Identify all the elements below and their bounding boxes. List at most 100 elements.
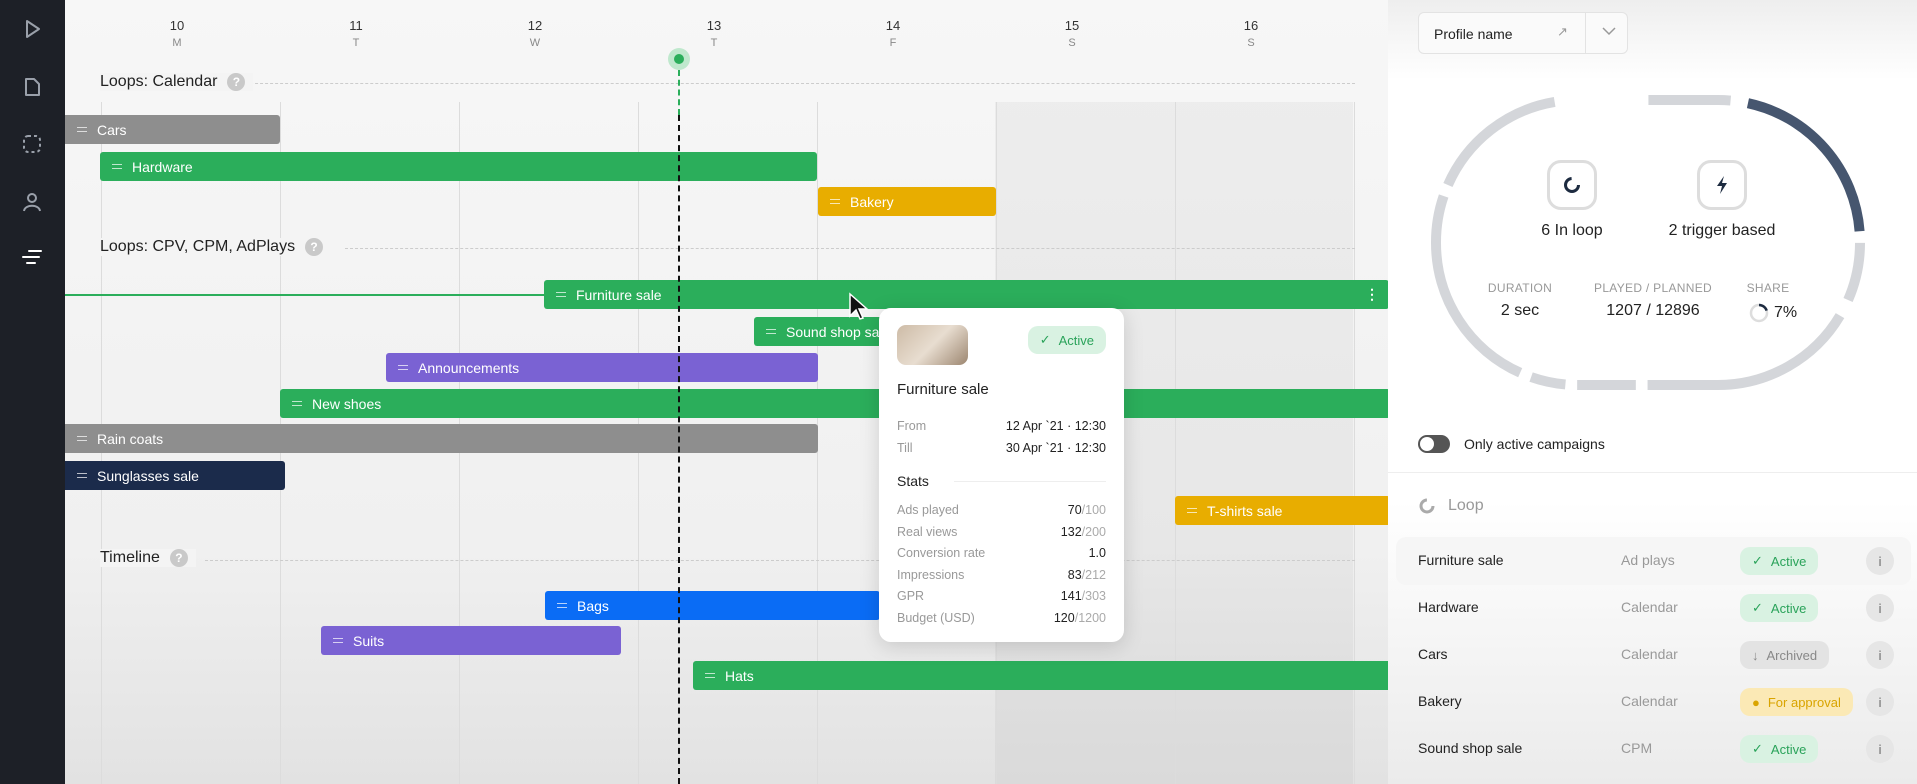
now-marker[interactable] bbox=[668, 48, 690, 70]
document-icon[interactable] bbox=[18, 73, 46, 101]
bar-label: Bags bbox=[577, 597, 609, 614]
stat-current: 120 bbox=[1053, 610, 1075, 625]
stat-value: 70/100 bbox=[1068, 503, 1106, 517]
status-text: Active bbox=[1770, 553, 1807, 569]
stat-current: 1.0 bbox=[1088, 546, 1106, 560]
help-icon[interactable]: ? bbox=[305, 238, 324, 256]
bar-label: Sunglasses sale bbox=[97, 467, 199, 484]
played-label: PLAYED / PLANNED bbox=[1594, 281, 1712, 295]
stat-total: /303 bbox=[1081, 589, 1106, 603]
drag-handle-icon[interactable] bbox=[830, 199, 840, 204]
status-text: Active bbox=[1770, 741, 1807, 757]
campaign-bar[interactable]: Bakery bbox=[818, 187, 996, 216]
drag-handle-icon[interactable] bbox=[77, 473, 87, 478]
right-panel: Profile name ↗ 6 In loop 2 trigger based… bbox=[1388, 0, 1917, 784]
stats-divider bbox=[954, 481, 1106, 482]
from-label: From bbox=[897, 419, 927, 433]
bar-menu-icon[interactable]: ⋮ bbox=[1365, 286, 1379, 302]
campaign-row[interactable]: Furniture sale Ad plays ✓ Active i bbox=[1396, 537, 1911, 585]
campaign-name: Bakery bbox=[1418, 693, 1462, 709]
ring-segment bbox=[1431, 95, 1865, 390]
status-badge: ↓ Archived bbox=[1740, 641, 1830, 669]
campaign-bar[interactable]: Suits bbox=[321, 626, 621, 655]
campaign-tooltip: ✓ Active Furniture sale From 12 Apr `21 ·… bbox=[879, 308, 1124, 642]
status-badge: ✓ Active bbox=[1740, 594, 1819, 622]
campaign-bar[interactable]: Hardware bbox=[100, 152, 817, 181]
info-button[interactable]: i bbox=[1866, 641, 1894, 669]
status-badge: ● For approval bbox=[1740, 688, 1853, 716]
stat-total: /1200 bbox=[1074, 610, 1106, 625]
campaign-bar[interactable]: Furniture sale bbox=[544, 280, 1388, 309]
info-button[interactable]: i bbox=[1866, 735, 1894, 763]
tooltip-title: Furniture sale bbox=[897, 381, 989, 398]
status-badge: ✓ Active bbox=[1740, 547, 1819, 575]
section-divider bbox=[205, 560, 1355, 561]
drag-handle-icon[interactable] bbox=[112, 164, 122, 169]
campaign-name: Hardware bbox=[1418, 599, 1479, 615]
stat-label: Ads played bbox=[897, 503, 959, 517]
bar-label: Hats bbox=[725, 667, 754, 684]
profile-select[interactable]: Profile name ↗ bbox=[1418, 12, 1628, 54]
timeline-icon[interactable] bbox=[18, 243, 46, 271]
stat-value: 132/200 bbox=[1061, 525, 1106, 539]
dashed-square-icon[interactable] bbox=[18, 130, 46, 158]
drag-handle-icon[interactable] bbox=[556, 292, 566, 297]
info-button[interactable]: i bbox=[1866, 547, 1894, 575]
section-title: Loops: CPV, CPM, AdPlays bbox=[100, 238, 296, 255]
section-divider bbox=[345, 248, 1355, 249]
campaign-bar[interactable]: New shoes bbox=[280, 389, 1388, 418]
campaign-bar[interactable]: T-shirts sale bbox=[1175, 496, 1388, 525]
campaign-row[interactable]: Hardware Calendar ✓ Active i bbox=[1396, 584, 1911, 632]
loop-icon bbox=[1419, 498, 1435, 514]
user-icon[interactable] bbox=[18, 188, 46, 216]
stat-label: Real views bbox=[897, 524, 958, 539]
day-number: 13 bbox=[706, 18, 722, 33]
from-value: 12 Apr `21 · 12:30 bbox=[1005, 419, 1106, 433]
only-active-toggle[interactable] bbox=[1418, 435, 1450, 453]
campaign-bar[interactable]: Announcements bbox=[386, 353, 818, 382]
bar-label: Bakery bbox=[850, 193, 894, 210]
day-number: 10 bbox=[169, 18, 185, 33]
share: 7% bbox=[1748, 302, 1797, 324]
drag-handle-icon[interactable] bbox=[766, 329, 776, 334]
section-title: Loops: Calendar bbox=[100, 73, 218, 90]
campaign-row[interactable]: Cars Calendar ↓ Archived i bbox=[1396, 631, 1911, 679]
drag-handle-icon[interactable] bbox=[333, 638, 343, 643]
help-icon[interactable]: ? bbox=[169, 549, 188, 567]
info-button[interactable]: i bbox=[1866, 688, 1894, 716]
check-icon: ✓ bbox=[1752, 553, 1763, 568]
drag-handle-icon[interactable] bbox=[77, 436, 87, 441]
share-value: 7% bbox=[1774, 304, 1798, 321]
drag-handle-icon[interactable] bbox=[77, 127, 87, 132]
campaign-bar[interactable]: Hats bbox=[693, 661, 1388, 690]
drag-handle-icon[interactable] bbox=[1187, 508, 1197, 513]
stat-current: 141 bbox=[1060, 589, 1082, 603]
campaign-bar[interactable]: Bags bbox=[545, 591, 880, 620]
external-link-icon[interactable]: ↗ bbox=[1557, 24, 1568, 39]
play-icon[interactable] bbox=[18, 15, 46, 43]
day-number: 14 bbox=[885, 18, 901, 33]
campaign-bar[interactable]: Sunglasses sale bbox=[65, 461, 285, 490]
ring-segment bbox=[1431, 95, 1865, 390]
help-icon[interactable]: ? bbox=[227, 73, 246, 91]
now-line[interactable] bbox=[678, 115, 680, 784]
sidebar bbox=[0, 0, 65, 784]
campaign-type: Calendar bbox=[1621, 646, 1678, 662]
campaign-bar[interactable]: Cars bbox=[65, 115, 280, 144]
status-text: Active bbox=[1770, 600, 1807, 616]
info-button[interactable]: i bbox=[1866, 594, 1894, 622]
day-weekday: S bbox=[1068, 37, 1076, 49]
drag-handle-icon[interactable] bbox=[557, 603, 567, 608]
stat-current: 83 bbox=[1067, 567, 1082, 582]
drag-handle-icon[interactable] bbox=[398, 365, 408, 370]
day-weekday: W bbox=[529, 37, 541, 49]
campaign-row[interactable]: Bakery Calendar ● For approval i bbox=[1396, 678, 1911, 726]
drag-handle-icon[interactable] bbox=[705, 673, 715, 678]
dot-icon: ● bbox=[1752, 694, 1760, 710]
status-text: Archived bbox=[1766, 647, 1818, 663]
day-number: 11 bbox=[349, 18, 363, 33]
campaign-bar[interactable]: Rain coats bbox=[65, 424, 818, 453]
drag-handle-icon[interactable] bbox=[292, 401, 302, 406]
campaign-row[interactable]: Sound shop sale CPM ✓ Active i bbox=[1396, 725, 1911, 773]
chevron-down-icon[interactable] bbox=[1599, 21, 1619, 46]
